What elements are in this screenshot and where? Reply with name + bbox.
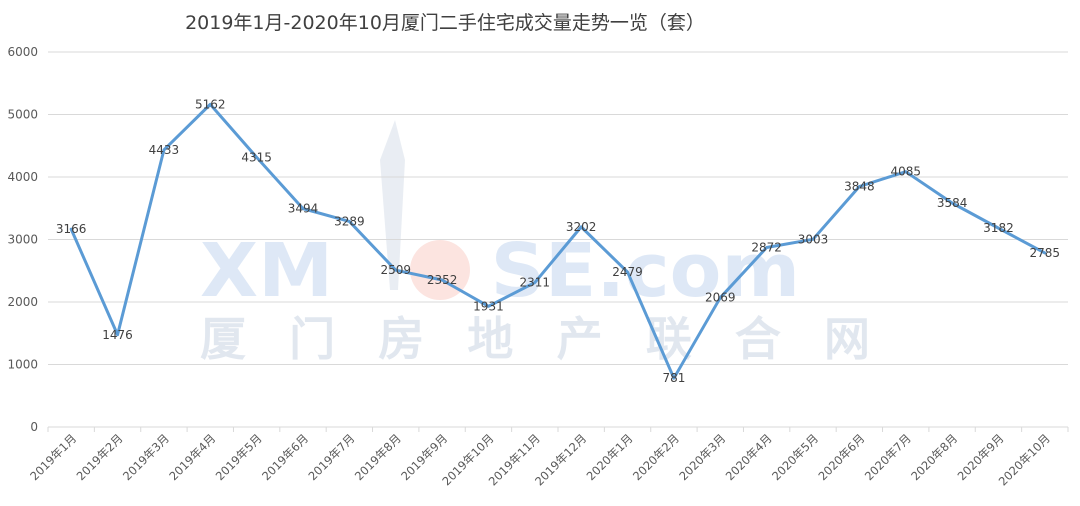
- x-tick-label: 2020年8月: [908, 431, 960, 483]
- data-label: 4085: [890, 165, 921, 179]
- x-tick-label: 2019年5月: [213, 431, 265, 483]
- data-label: 781: [662, 371, 685, 385]
- data-label: 3584: [937, 196, 968, 210]
- data-label: 2352: [427, 273, 458, 287]
- y-tick-label: 2000: [7, 295, 38, 309]
- y-tick-label: 1000: [7, 358, 38, 372]
- x-axis: 2019年1月2019年2月2019年3月2019年4月2019年5月2019年…: [27, 427, 1069, 488]
- data-label: 5162: [195, 97, 226, 111]
- series-line-0: [69, 102, 1047, 380]
- data-label: 1476: [102, 328, 133, 342]
- x-tick-label: 2020年6月: [815, 431, 867, 483]
- y-axis: 0 1000 2000 3000 4000 5000 6000: [7, 45, 38, 434]
- data-label: 1931: [473, 299, 504, 313]
- data-label: 2785: [1030, 246, 1061, 260]
- data-label: 4315: [241, 150, 272, 164]
- x-tick-label: 2019年7月: [305, 431, 357, 483]
- y-tick-label: 3000: [7, 233, 38, 247]
- x-tick-label: 2020年5月: [769, 431, 821, 483]
- watermark-subtitle: 厦 门 房 地 产 联 合 网: [200, 312, 870, 366]
- y-tick-label: 4000: [7, 170, 38, 184]
- data-label: 4433: [149, 143, 180, 157]
- x-tick-label: 2020年3月: [676, 431, 728, 483]
- data-label: 3003: [798, 232, 829, 246]
- x-tick-label: 2020年1月: [584, 431, 636, 483]
- data-label: 3289: [334, 214, 365, 228]
- x-tick-label: 2020年4月: [723, 431, 775, 483]
- chart-title: 2019年1月-2020年10月厦门二手住宅成交量走势一览（套）: [185, 12, 705, 34]
- x-tick-label: 2019年1月: [27, 431, 79, 483]
- y-tick-label: 6000: [7, 45, 38, 59]
- x-tick-label: 2019年8月: [352, 431, 404, 483]
- data-label: 3182: [983, 221, 1014, 235]
- data-label: 3166: [56, 222, 87, 236]
- data-label: 3202: [566, 220, 597, 234]
- data-label: 2872: [751, 241, 782, 255]
- data-labels: 3166 1476 4433 5162 4315 3494 3289 2509 2352 1931…: [56, 97, 1060, 385]
- x-tick-label: 2019年4月: [166, 431, 218, 483]
- y-tick-label: 0: [30, 420, 38, 434]
- y-tick-label: 5000: [7, 108, 38, 122]
- data-label: 2069: [705, 291, 736, 305]
- watermark-logo: XM SE.com 厦 门 房 地 产 联 合 网: [200, 120, 870, 366]
- data-label: 2509: [380, 263, 411, 277]
- data-label: 2479: [612, 265, 643, 279]
- data-label: 3494: [288, 202, 319, 216]
- x-tick-label: 2020年2月: [630, 431, 682, 483]
- x-tick-label: 2019年3月: [120, 431, 172, 483]
- x-tick-label: 2020年7月: [862, 431, 914, 483]
- x-tick-label: 2019年6月: [259, 431, 311, 483]
- data-label: 2311: [520, 276, 551, 290]
- series-line: [69, 102, 1047, 380]
- data-label: 3848: [844, 180, 875, 194]
- x-tick-label: 2019年2月: [74, 431, 126, 483]
